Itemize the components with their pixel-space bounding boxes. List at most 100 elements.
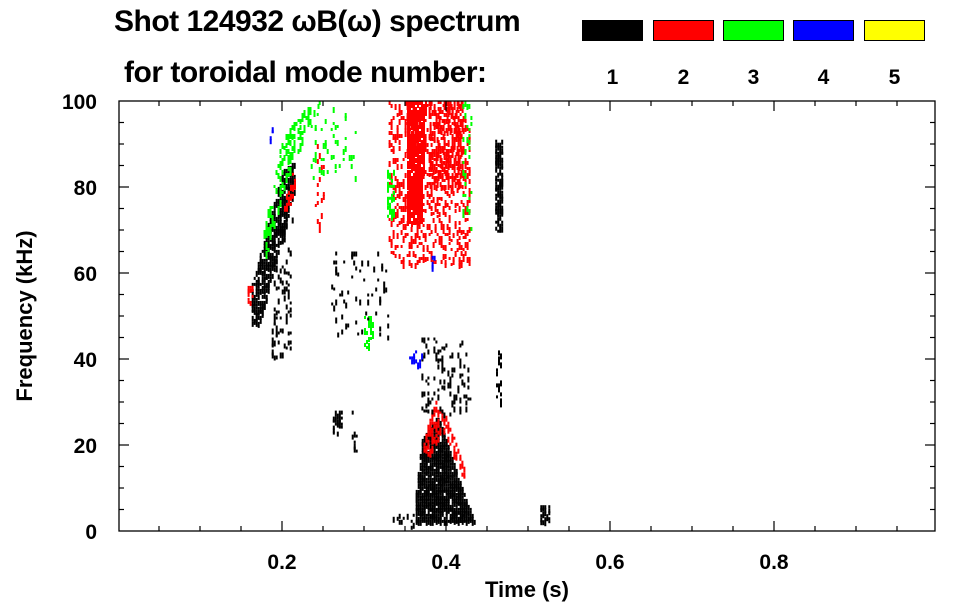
spectrum-pixel-mode-3 (277, 164, 280, 168)
spectrum-pixel-mode-2 (453, 164, 456, 168)
spectrum-pixel-mode-2 (459, 173, 462, 179)
spectrum-pixel-mode-1 (495, 148, 498, 154)
spectrum-pixel-mode-1 (423, 465, 426, 469)
spectrum-pixel-mode-1 (425, 483, 428, 489)
spectrum-pixel-mode-1 (441, 465, 444, 471)
spectrum-pixel-mode-3 (275, 188, 278, 191)
spectrum-pixel-mode-3 (265, 221, 268, 224)
spectrum-pixel-mode-2 (400, 206, 403, 210)
spectrum-pixel-mode-1 (257, 282, 260, 289)
spectrum-pixel-mode-2 (294, 184, 296, 190)
spectrum-pixel-mode-2 (459, 164, 462, 169)
spectrum-pixel-mode-2 (407, 107, 409, 111)
spectrum-pixel-mode-2 (407, 194, 409, 197)
x-axis-title: Time (s) (485, 577, 569, 602)
spectrum-pixel-mode-2 (407, 218, 409, 223)
spectrum-pixel-mode-2 (412, 239, 415, 244)
spectrum-pixel-mode-1 (459, 480, 462, 485)
spectrum-pixel-mode-1 (441, 456, 444, 460)
spectrum-pixel-mode-3 (364, 316, 366, 319)
spectrum-pixel-mode-2 (429, 164, 432, 170)
spectrum-pixel-mode-2 (437, 173, 440, 178)
spectrum-pixel-mode-1 (447, 495, 450, 501)
spectrum-pixel-mode-2 (435, 152, 438, 155)
spectrum-pixel-mode-1 (495, 181, 498, 185)
spectrum-pixel-mode-1 (285, 304, 288, 310)
spectrum-pixel-mode-1 (500, 398, 502, 403)
spectrum-pixel-mode-2 (429, 421, 432, 426)
spectrum-pixel-mode-1 (443, 471, 446, 476)
spectrum-pixel-mode-1 (439, 516, 442, 520)
spectrum-pixel-mode-3 (389, 196, 391, 200)
spectrum-pixel-mode-1 (429, 519, 432, 526)
spectrum-pixel-mode-2 (468, 260, 471, 266)
spectrum-pixel-mode-2 (413, 125, 415, 130)
spectrum-pixel-mode-1 (273, 228, 276, 233)
spectrum-pixel-mode-3 (330, 155, 333, 160)
spectrum-pixel-mode-2 (394, 137, 397, 143)
spectrum-pixel-mode-2 (449, 442, 452, 446)
spectrum-pixel-mode-2 (400, 209, 403, 212)
spectrum-pixel-mode-1 (437, 456, 440, 462)
spectrum-pixel-mode-2 (417, 152, 419, 155)
spectrum-pixel-mode-1 (417, 471, 420, 476)
spectrum-pixel-mode-2 (290, 202, 292, 206)
spectrum-pixel-mode-1 (253, 309, 256, 315)
spectrum-pixel-mode-1 (275, 310, 278, 316)
spectrum-pixel-mode-1 (281, 201, 284, 206)
spectrum-pixel-mode-3 (466, 137, 469, 143)
spectrum-pixel-mode-1 (275, 255, 278, 259)
spectrum-pixel-mode-2 (394, 134, 397, 139)
spectrum-pixel-mode-2 (421, 197, 423, 202)
spectrum-pixel-mode-1 (341, 314, 344, 320)
spectrum-pixel-mode-1 (457, 495, 460, 500)
spectrum-pixel-mode-1 (445, 474, 448, 479)
spectrum-pixel-mode-1 (425, 477, 428, 481)
spectrum-pixel-mode-2 (408, 242, 411, 247)
spectrum-pixel-mode-2 (419, 203, 421, 208)
spectrum-pixel-mode-1 (437, 358, 440, 364)
spectrum-pixel-mode-1 (447, 501, 450, 506)
y-tick-label: 0 (85, 521, 97, 544)
spectrum-pixel-mode-2 (419, 155, 421, 160)
spectrum-pixel-mode-1 (281, 210, 284, 215)
spectrum-pixel-mode-1 (263, 306, 266, 310)
spectrum-pixel-mode-2 (314, 204, 317, 207)
spectrum-pixel-mode-2 (433, 406, 436, 412)
spectrum-pixel-mode-1 (277, 240, 280, 245)
spectrum-pixel-mode-1 (499, 157, 502, 162)
spectrum-pixel-mode-2 (396, 113, 399, 117)
spectrum-pixel-mode-2 (447, 424, 450, 429)
spectrum-pixel-mode-2 (433, 140, 436, 143)
spectrum-pixel-mode-1 (427, 495, 430, 501)
spectrum-pixel-mode-3 (317, 104, 320, 109)
spectrum-pixel-mode-2 (437, 409, 440, 415)
spectrum-pixel-mode-3 (303, 128, 306, 133)
spectrum-pixel-mode-2 (442, 257, 445, 260)
spectrum-pixel-mode-1 (415, 501, 418, 506)
spectrum-pixel-mode-1 (265, 264, 268, 271)
spectrum-pixel-mode-1 (501, 160, 504, 164)
spectrum-pixel-mode-2 (394, 212, 397, 217)
spectrum-pixel-mode-3 (372, 331, 374, 336)
spectrum-pixel-mode-2 (286, 202, 288, 208)
spectrum-pixel-mode-2 (439, 164, 442, 168)
spectrum-pixel-mode-2 (290, 196, 292, 201)
spectrum-pixel-mode-1 (439, 465, 442, 469)
spectrum-pixel-mode-2 (426, 143, 429, 147)
spectrum-pixel-mode-2 (455, 110, 458, 113)
spectrum-pixel-mode-3 (293, 122, 296, 126)
spectrum-pixel-mode-1 (441, 447, 444, 452)
spectrum-pixel-mode-1 (445, 498, 448, 503)
spectrum-pixel-mode-1 (496, 371, 498, 377)
spectrum-pixel-mode-2 (434, 227, 437, 233)
spectrum-pixel-mode-1 (336, 413, 339, 420)
x-tick-label: 0.2 (267, 551, 296, 574)
spectrum-pixel-mode-1 (457, 352, 460, 359)
spectrum-pixel-mode-1 (499, 193, 502, 198)
spectrum-pixel-mode-1 (261, 264, 264, 270)
spectrum-pixel-mode-3 (267, 233, 270, 236)
spectrum-pixel-mode-1 (263, 249, 266, 255)
spectrum-pixel-mode-2 (453, 137, 456, 143)
